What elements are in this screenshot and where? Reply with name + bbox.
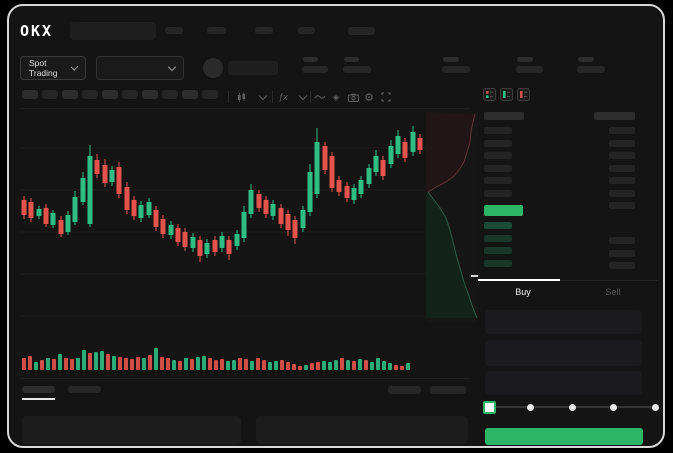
camera-icon[interactable] bbox=[347, 89, 359, 105]
coin-avatar bbox=[203, 58, 223, 78]
last-price-highlight[interactable] bbox=[484, 205, 523, 216]
nav-item[interactable] bbox=[207, 27, 226, 34]
toolbar-button[interactable] bbox=[142, 90, 158, 99]
line-tool-icon[interactable] bbox=[314, 89, 326, 105]
stat-value bbox=[516, 66, 543, 73]
toolbar-button[interactable] bbox=[62, 90, 78, 99]
tab-buy[interactable]: Buy bbox=[515, 287, 531, 297]
slider-stop-dot[interactable] bbox=[651, 403, 659, 411]
ask-row-amount[interactable] bbox=[609, 164, 635, 172]
ask-row-amount[interactable] bbox=[609, 127, 635, 134]
bid-row-price[interactable] bbox=[484, 259, 512, 267]
bid-row-price[interactable] bbox=[484, 247, 512, 254]
bottom-action-button[interactable] bbox=[388, 386, 421, 394]
market-type-dropdown[interactable]: Spot Trading bbox=[20, 56, 86, 80]
toolbar-divider bbox=[20, 108, 470, 109]
buy-tab-underline bbox=[478, 279, 560, 281]
nav-item[interactable] bbox=[255, 27, 273, 34]
nav-item[interactable] bbox=[298, 27, 315, 34]
search-bar[interactable] bbox=[70, 22, 156, 40]
tab-sell[interactable]: Sell bbox=[605, 287, 621, 297]
slider-stop-dot[interactable] bbox=[527, 403, 534, 411]
orders-panel bbox=[22, 416, 241, 444]
bid-row-amount[interactable] bbox=[609, 262, 635, 269]
toolbar-separator bbox=[228, 91, 229, 103]
bid-row-amount[interactable] bbox=[609, 249, 635, 257]
toolbar-button[interactable] bbox=[122, 90, 138, 99]
history-panel bbox=[256, 416, 468, 444]
indicators-icon[interactable]: ƒx bbox=[278, 92, 288, 102]
pair-name-placeholder bbox=[228, 61, 278, 75]
ask-row-price[interactable] bbox=[484, 177, 512, 184]
ask-row-amount[interactable] bbox=[609, 139, 635, 147]
bottom-tab[interactable] bbox=[68, 386, 101, 393]
toolbar-button[interactable] bbox=[162, 90, 178, 99]
pair-selector-dropdown[interactable] bbox=[96, 56, 184, 80]
active-tab-underline bbox=[22, 398, 55, 400]
ask-row-price[interactable] bbox=[484, 189, 512, 197]
bid-row-amount[interactable] bbox=[609, 237, 635, 244]
ask-row-amount[interactable] bbox=[609, 152, 635, 159]
toolbar-button[interactable] bbox=[42, 90, 58, 99]
toolbar-separator bbox=[272, 91, 273, 103]
slider-stop-dot[interactable] bbox=[610, 403, 617, 411]
depth-chart bbox=[426, 112, 478, 323]
ask-row-amount[interactable] bbox=[609, 189, 635, 197]
ask-row-price[interactable] bbox=[484, 139, 512, 147]
compare-icon[interactable]: ◈ bbox=[332, 91, 340, 102]
candlestick-chart[interactable] bbox=[20, 112, 426, 330]
stat-label bbox=[517, 57, 533, 62]
ask-row-amount[interactable] bbox=[609, 177, 635, 184]
toolbar-button[interactable] bbox=[82, 90, 98, 99]
asks-book-icon[interactable] bbox=[517, 88, 530, 101]
stat-value bbox=[302, 66, 328, 73]
amount-input[interactable] bbox=[485, 340, 642, 366]
stat-label bbox=[443, 57, 459, 62]
okx-logo: OKX bbox=[20, 22, 54, 40]
bottom-action-button[interactable] bbox=[430, 386, 466, 394]
trade-tabs-divider bbox=[478, 280, 658, 281]
stat-value bbox=[343, 66, 371, 73]
bid-row-price[interactable] bbox=[484, 234, 512, 242]
combined-book-icon[interactable] bbox=[483, 88, 496, 101]
price-input[interactable] bbox=[485, 310, 642, 334]
chevron-down-icon bbox=[167, 62, 177, 71]
ask-row-amount[interactable] bbox=[609, 202, 635, 209]
stat-value bbox=[577, 66, 605, 73]
ask-row-price[interactable] bbox=[484, 152, 512, 159]
toolbar-button[interactable] bbox=[182, 90, 198, 99]
stat-label bbox=[344, 57, 359, 62]
toolbar-button[interactable] bbox=[22, 90, 38, 99]
chevron-down-icon[interactable] bbox=[258, 89, 268, 105]
bid-row-price[interactable] bbox=[484, 222, 512, 229]
volume-chart bbox=[22, 348, 410, 370]
ask-row-price[interactable] bbox=[484, 127, 512, 134]
bids-book-icon[interactable] bbox=[500, 88, 513, 101]
settings-gear-icon[interactable]: ⚙ bbox=[364, 91, 374, 104]
nav-item[interactable] bbox=[348, 27, 375, 35]
slider-stop-dot[interactable] bbox=[568, 403, 576, 411]
toolbar-button[interactable] bbox=[102, 90, 118, 99]
chevron-down-icon[interactable] bbox=[298, 89, 308, 105]
toolbar-button[interactable] bbox=[202, 90, 218, 99]
trading-app: OKX Spot Trading bbox=[9, 6, 663, 446]
toolbar-separator bbox=[310, 91, 311, 103]
buy-submit-button[interactable] bbox=[485, 428, 643, 445]
bottom-tab-active[interactable] bbox=[22, 386, 55, 393]
book-amount-header bbox=[594, 112, 635, 120]
candle-style-icon[interactable] bbox=[233, 89, 249, 105]
stat-label bbox=[578, 57, 594, 62]
fullscreen-icon[interactable] bbox=[380, 89, 392, 105]
stat-value bbox=[442, 66, 470, 73]
total-input[interactable] bbox=[485, 371, 642, 395]
market-type-label: Spot Trading bbox=[29, 58, 58, 78]
book-price-header bbox=[484, 112, 524, 120]
pane-divider bbox=[20, 378, 470, 379]
stat-label bbox=[303, 57, 318, 62]
slider-handle[interactable] bbox=[482, 400, 496, 414]
nav-item[interactable] bbox=[165, 27, 183, 34]
ask-row-price[interactable] bbox=[484, 164, 512, 172]
app-window: OKX Spot Trading bbox=[7, 4, 665, 448]
